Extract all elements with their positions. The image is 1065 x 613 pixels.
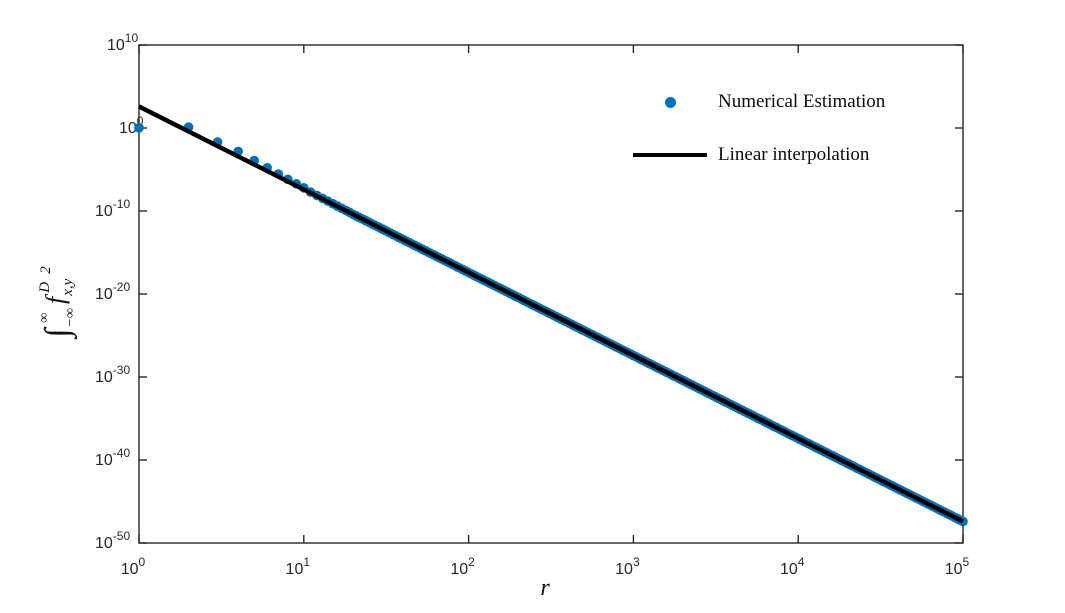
legend-entry-linear-interpolation: Linear interpolation (630, 133, 885, 177)
legend-label: Numerical Estimation (718, 91, 886, 112)
x-axis-label: r (540, 575, 550, 601)
x-tick-label: 101 (286, 555, 311, 578)
legend-entry-numerical-estimation: Numerical Estimation (630, 80, 885, 124)
integral-limits: ∞ −∞ (37, 308, 78, 328)
x-tick-label: 105 (945, 555, 970, 578)
x-tick-label: 103 (615, 555, 640, 578)
legend-label: Linear interpolation (718, 144, 870, 165)
y-tick-label: 10-30 (95, 363, 130, 386)
fit-line-linear-interpolation (137, 104, 965, 524)
x-tick-label: 104 (780, 555, 805, 578)
y-tick-label: 1010 (107, 31, 138, 54)
legend-key (630, 153, 710, 157)
integral-symbol: ∫ (39, 328, 76, 338)
y-tick-label: 10-20 (95, 280, 130, 303)
tick-labels: 100 101 102 103 104 105 1010 100 10-10 10-20 10-30… (95, 31, 970, 578)
legend-key (630, 96, 710, 108)
function-symbol: f (41, 296, 70, 305)
axes (138, 44, 964, 544)
legend: Numerical Estimation Linear interpolatio… (630, 80, 885, 177)
y-tick-label: 10-50 (95, 529, 130, 552)
function-subscript: x,y (60, 278, 76, 296)
y-tick-label: 100 (119, 114, 144, 137)
integral-upper-limit: ∞ (37, 312, 52, 323)
squared-superscript: 2 (38, 266, 54, 274)
y-tick-label: 10-40 (95, 446, 130, 469)
x-tick-label: 102 (450, 555, 475, 578)
integral-lower-limit: −∞ (63, 308, 78, 328)
scatter-marker-icon (664, 96, 676, 108)
line-marker-icon (633, 153, 707, 157)
x-tick-label: 100 (121, 555, 146, 578)
function-superscript: D (37, 281, 53, 293)
scatter-series-numerical-estimation (134, 122, 968, 527)
y-tick-label: 10-10 (95, 197, 130, 220)
